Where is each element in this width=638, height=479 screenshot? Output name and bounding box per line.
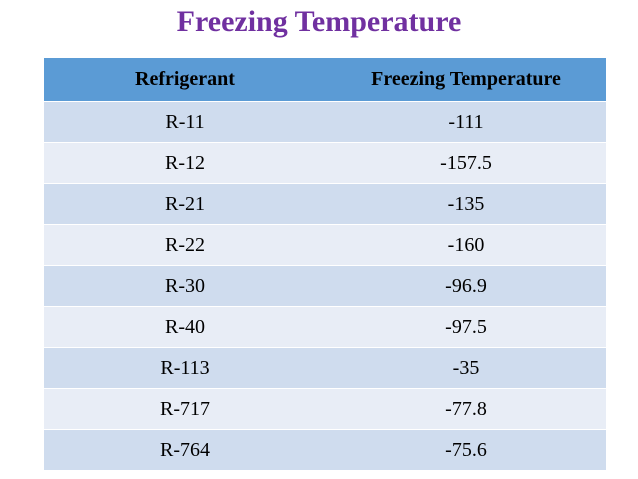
refrigerant-cell: R-764 — [44, 429, 326, 470]
freezing-temperature-cell: -35 — [326, 347, 606, 389]
table-row: R-21 -135 — [44, 183, 606, 225]
column-header-freezing-temperature: Freezing Temperature — [326, 58, 606, 102]
freezing-temperature-cell: -96.9 — [326, 265, 606, 307]
refrigerant-cell: R-113 — [44, 347, 326, 389]
table-row: R-12 -157.5 — [44, 142, 606, 184]
refrigerant-cell: R-22 — [44, 224, 326, 266]
freezing-temperature-cell: -157.5 — [326, 142, 606, 184]
freezing-temperature-cell: -160 — [326, 224, 606, 266]
freezing-temperature-cell: -75.6 — [326, 429, 606, 470]
table-row: R-22 -160 — [44, 224, 606, 266]
table-row: R-717 -77.8 — [44, 388, 606, 430]
refrigerant-cell: R-11 — [44, 101, 326, 143]
refrigerant-cell: R-21 — [44, 183, 326, 225]
refrigerant-cell: R-30 — [44, 265, 326, 307]
refrigerant-cell: R-40 — [44, 306, 326, 348]
freezing-temperature-cell: -77.8 — [326, 388, 606, 430]
table-row: R-113 -35 — [44, 347, 606, 389]
page-title: Freezing Temperature — [176, 5, 462, 38]
freezing-temperature-table: Refrigerant Freezing Temperature R-11 -1… — [44, 58, 606, 470]
freezing-temperature-cell: -135 — [326, 183, 606, 225]
table-row: R-30 -96.9 — [44, 265, 606, 307]
table-row: R-764 -75.6 — [44, 429, 606, 470]
freezing-temperature-cell: -111 — [326, 101, 606, 143]
table-row: R-40 -97.5 — [44, 306, 606, 348]
column-header-refrigerant: Refrigerant — [44, 58, 326, 102]
refrigerant-cell: R-12 — [44, 142, 326, 184]
refrigerant-cell: R-717 — [44, 388, 326, 430]
table-header-row: Refrigerant Freezing Temperature — [44, 58, 606, 102]
freezing-temperature-cell: -97.5 — [326, 306, 606, 348]
table-row: R-11 -111 — [44, 101, 606, 143]
